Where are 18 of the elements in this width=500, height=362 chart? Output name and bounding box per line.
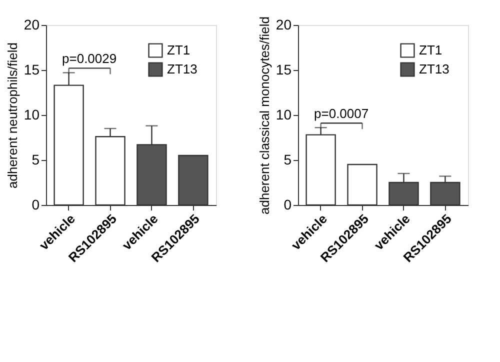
legend-label: ZT1 — [419, 42, 442, 58]
annotation: p=0.0007 — [314, 106, 369, 122]
y-axis-title: adherent neutrophils/field — [4, 42, 20, 188]
y-tick-label: 20 — [276, 16, 292, 32]
y-tick-label: 0 — [284, 196, 292, 212]
annotation: p=0.0029 — [62, 51, 117, 66]
y-axis-title: adherent classical monocytes/field — [256, 16, 272, 214]
y-tick-label: 0 — [32, 196, 40, 212]
legend-label: ZT1 — [167, 42, 190, 58]
y-tick-label: 5 — [284, 152, 292, 168]
y-tick-label: 15 — [24, 62, 40, 78]
y-tick-label: 15 — [276, 62, 292, 78]
legend-label: ZT13 — [419, 62, 450, 76]
y-tick-label: 10 — [276, 106, 292, 122]
y-tick-label: 20 — [24, 16, 40, 32]
legend-label: ZT13 — [167, 62, 198, 76]
y-tick-label: 5 — [32, 152, 40, 168]
y-tick-label: 10 — [24, 106, 40, 122]
